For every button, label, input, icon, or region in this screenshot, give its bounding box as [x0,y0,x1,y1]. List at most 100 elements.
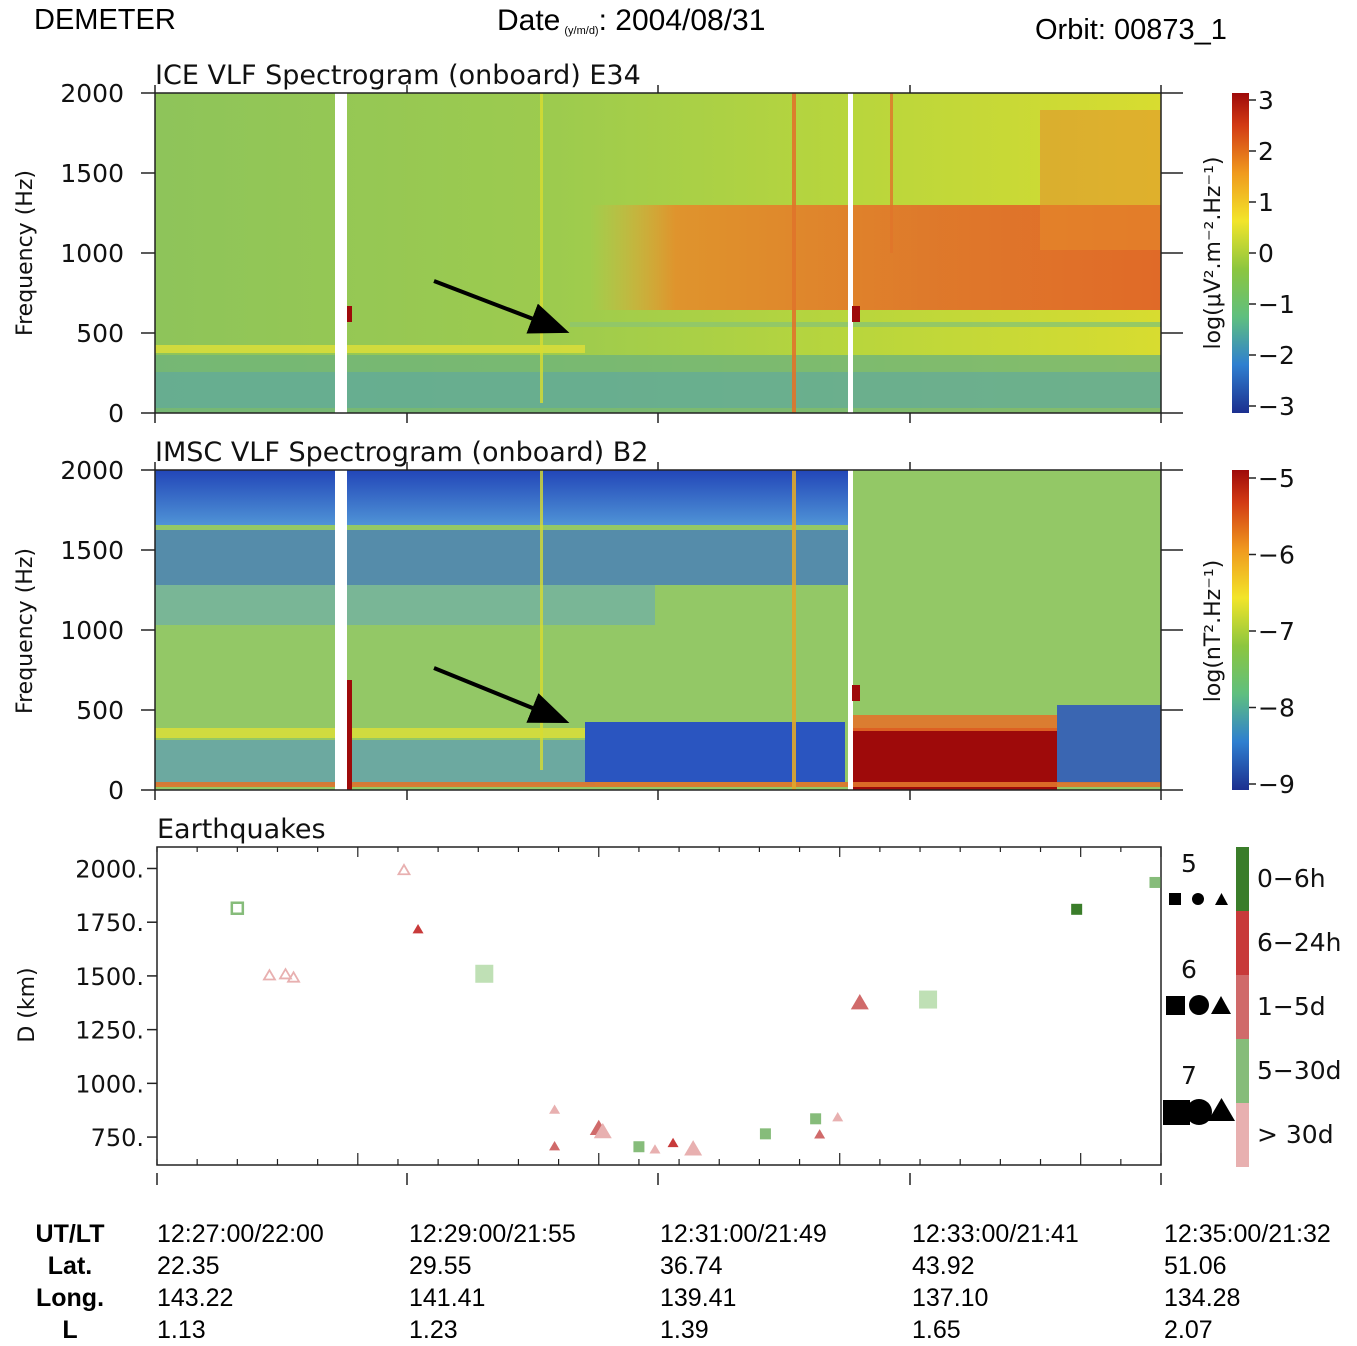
instrument-name: DEMETER [34,4,176,36]
figure-canvas: ICE VLF Spectrogram (onboard) E34 200015… [13,60,1342,1185]
imsc-arrow [433,666,570,724]
legend-triangle-7 [1208,1098,1235,1121]
earthquake-point [593,1122,612,1139]
ice-colorbar [1232,93,1249,413]
footer-l: 1.39 [660,1316,709,1344]
earthquake-point [810,1113,822,1125]
y-tick-label: 1000 [60,616,124,645]
eq-age-legend: 0−6h 6−24h 1−5d 5−30d > 30d [1236,847,1342,1167]
footer-long: 137.10 [912,1284,989,1312]
colorbar-tick-label: 0 [1258,239,1274,268]
y-tick-label: 0 [108,399,124,428]
earthquake-point [475,964,494,983]
ice-panel-title: ICE VLF Spectrogram (onboard) E34 [155,60,641,91]
imsc-blue-mid [155,530,850,585]
earthquake-point [684,1140,703,1156]
ice-yellow-line [155,345,585,353]
ice-spike-3 [540,93,543,403]
ice-gap-2 [848,93,853,413]
legend-age-swatch [1236,975,1249,1039]
footer-time: 12:29:00/21:55 [409,1220,576,1248]
footer-lat: 51.06 [1164,1252,1227,1280]
orbit-label: Orbit: 00873_1 [1035,14,1227,46]
earthquake-point [278,967,293,980]
earthquake-point [919,990,938,1009]
ice-spike-2 [890,93,893,253]
colorbar-tick-label: −5 [1258,464,1295,493]
legend-age-label: 0−6h [1257,864,1326,893]
eq-x-axis [156,847,1162,1185]
imsc-y-axis: 2000 1500 1000 500 0 [60,456,1183,805]
imsc-low-blue-2 [585,722,845,782]
y-tick-label: 2000. [75,855,144,883]
imsc-red-edge [852,715,1057,731]
legend-circle-5 [1192,893,1204,905]
y-tick-label: 750. [91,1124,144,1152]
eq-panel-title: Earthquakes [157,814,326,845]
imsc-low-blue-1 [155,740,595,785]
imsc-colorbar-ticks: −5 −6 −7 −8 −9 [1249,464,1295,799]
ice-cutoff-line [570,322,1161,327]
colorbar-tick-label: −1 [1258,290,1295,319]
legend-triangle-5 [1215,893,1228,905]
earthquake-point [633,1141,645,1153]
footer-time: 12:33:00/21:41 [912,1220,1079,1248]
date-format: (y/m/d) [564,25,599,37]
footer-lat: 36.74 [660,1252,723,1280]
legend-circle-7 [1186,1099,1212,1125]
footer-long: 143.22 [157,1284,234,1312]
legend-triangle-6 [1211,996,1231,1014]
footer-time: 12:27:00/22:00 [157,1220,324,1248]
footer-l: 1.23 [409,1316,458,1344]
footer-col-5: 12:35:00/21:32 51.06 134.28 2.07 [1164,1218,1331,1346]
legend-mag-6: 6 [1181,955,1197,984]
imsc-spike-1 [347,680,352,790]
earthquake-point [850,994,869,1010]
earthquake-point [667,1137,679,1148]
imsc-spike-3 [540,470,543,770]
legend-age-label: 6−24h [1257,928,1342,957]
colorbar-tick-label: 2 [1258,137,1274,166]
ice-low-band-blue [155,372,1161,408]
earthquake-point [262,968,277,981]
legend-age-swatch [1236,847,1249,911]
eq-magnitude-legend: 5 6 7 [1163,849,1235,1125]
footer-lat: 29.55 [409,1252,472,1280]
colorbar-tick-label: −9 [1258,770,1295,799]
earthquake-point [230,901,245,915]
imsc-gap-1 [335,470,347,790]
legend-square-5 [1169,893,1181,905]
ice-upper-hot [1040,110,1161,250]
imsc-low-blue-3 [1057,705,1161,783]
ice-colorbar-label: log(μV².m⁻².Hz⁻¹) [1201,157,1226,350]
earthquake-point [1071,903,1083,915]
legend-mag-7: 7 [1181,1061,1197,1090]
ice-marker-1 [347,306,352,322]
footer-l: 1.65 [912,1316,961,1344]
y-tick-label: 1000 [60,239,124,268]
ice-y-label: Frequency (Hz) [13,170,38,336]
date-value: : 2004/08/31 [598,4,766,37]
y-tick-label: 1250. [75,1017,144,1045]
footer-lat: 22.35 [157,1252,220,1280]
earthquake-point [549,1140,561,1151]
earthquake-point [286,970,301,983]
imsc-colorbar-label: log(nT².Hz⁻¹) [1201,560,1226,702]
legend-mag-5: 5 [1181,849,1197,878]
footer-long: 134.28 [1164,1284,1241,1312]
earthquake-point [1149,876,1161,888]
legend-age-label: 1−5d [1257,992,1326,1021]
footer-time: 12:35:00/21:32 [1164,1220,1331,1248]
legend-square-7 [1163,1100,1190,1125]
footer-l: 2.07 [1164,1316,1213,1344]
earthquake-point [396,863,412,876]
footer-label-long: Long. [35,1284,105,1312]
footer-col-1: 12:27:00/22:00 22.35 143.22 1.13 [157,1218,324,1346]
y-tick-label: 1500. [75,963,144,991]
imsc-colorbar [1232,470,1249,790]
imsc-yellow-line [155,728,585,738]
imsc-y-label: Frequency (Hz) [13,548,38,714]
ice-gap-1 [335,93,347,413]
y-tick-label: 1500 [60,159,124,188]
footer-label-ut: UT/LT [35,1220,105,1248]
